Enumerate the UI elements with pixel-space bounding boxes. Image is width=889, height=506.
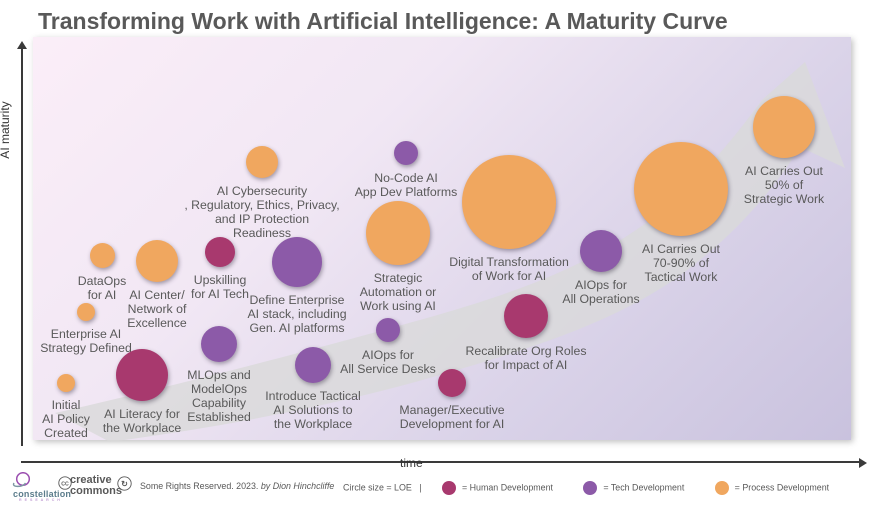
svg-text:↻: ↻ <box>121 479 128 488</box>
svg-text:CC: CC <box>61 482 69 488</box>
